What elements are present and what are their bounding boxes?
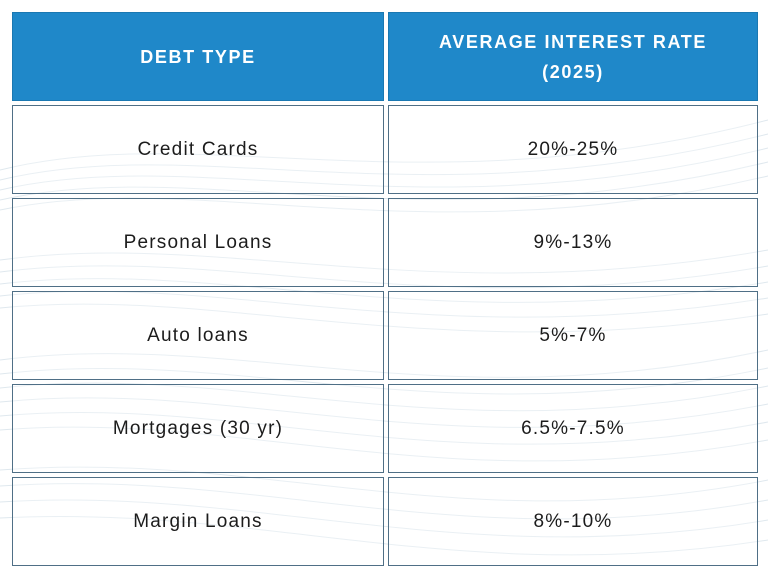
row-4-debt-type: Mortgages (30 yr)	[12, 384, 384, 473]
row-3-rate: 5%-7%	[388, 291, 758, 380]
row-1-rate: 20%-25%	[388, 105, 758, 194]
row-2-rate: 9%-13%	[388, 198, 758, 287]
row-3-debt-type: Auto loans	[12, 291, 384, 380]
header-rate-line1: AVERAGE INTEREST RATE	[439, 31, 707, 52]
header-average-interest-rate: AVERAGE INTEREST RATE (2025)	[388, 12, 758, 101]
row-5-debt-type: Margin Loans	[12, 477, 384, 566]
interest-rate-table: DEBT TYPE AVERAGE INTEREST RATE (2025) C…	[12, 12, 758, 566]
row-2-debt-type: Personal Loans	[12, 198, 384, 287]
header-rate-line2: (2025)	[542, 61, 604, 82]
row-5-rate: 8%-10%	[388, 477, 758, 566]
row-4-rate: 6.5%-7.5%	[388, 384, 758, 473]
row-1-debt-type: Credit Cards	[12, 105, 384, 194]
header-debt-type: DEBT TYPE	[12, 12, 384, 101]
